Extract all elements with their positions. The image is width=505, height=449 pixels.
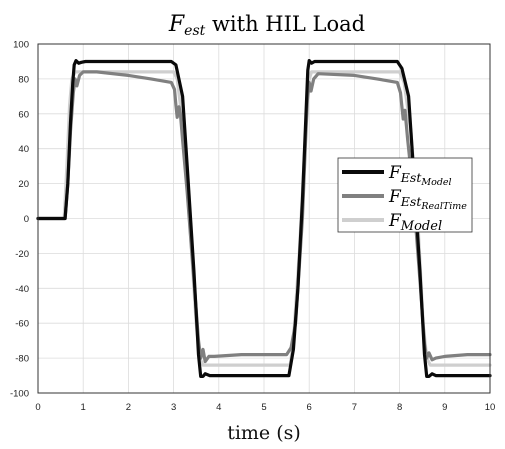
- x-tick-label: 8: [397, 402, 402, 413]
- x-tick-label: 1: [81, 402, 86, 413]
- y-tick-label: 100: [13, 40, 29, 51]
- y-tick-label: 40: [18, 144, 29, 155]
- y-tick-label: -100: [10, 389, 29, 400]
- legend-label-0: FEstModel: [388, 163, 452, 188]
- y-tick-label: 0: [24, 214, 29, 225]
- chart-title-main: F: [168, 12, 185, 37]
- x-tick-label: 9: [442, 402, 447, 413]
- x-tick-label: 0: [35, 402, 40, 413]
- x-tick-label: 10: [485, 402, 496, 413]
- chart-title-rest: with HIL Load: [205, 12, 365, 36]
- x-tick-label: 7: [352, 402, 357, 413]
- y-tick-label: 80: [18, 74, 29, 85]
- x-tick-label: 3: [171, 402, 176, 413]
- y-tick-label: -40: [15, 284, 29, 295]
- x-tick-label: 5: [261, 402, 266, 413]
- x-tick-label: 2: [126, 402, 131, 413]
- chart-title: Fest with HIL Load: [168, 12, 365, 39]
- x-tick-label: 4: [216, 402, 221, 413]
- legend-label-1: FEstRealTime: [388, 187, 467, 212]
- y-tick-label: 60: [18, 109, 29, 120]
- y-tick-label: -60: [15, 319, 29, 330]
- y-tick-label: 20: [18, 179, 29, 190]
- x-tick-labels: 0 1 2 3 4 5 6 7 8 9 10: [35, 402, 495, 413]
- chart-title-sub: est: [184, 23, 205, 39]
- legend-label-2: FModel: [388, 211, 442, 234]
- plot-frame: [37, 43, 491, 394]
- y-tick-label: -80: [15, 354, 29, 365]
- y-tick-labels: 100 80 60 40 20 0 -20 -40 -60 -80 -100: [10, 40, 29, 400]
- y-tick-label: -20: [15, 249, 29, 260]
- x-tick-label: 6: [307, 402, 312, 413]
- x-axis-label: time (s): [227, 422, 301, 444]
